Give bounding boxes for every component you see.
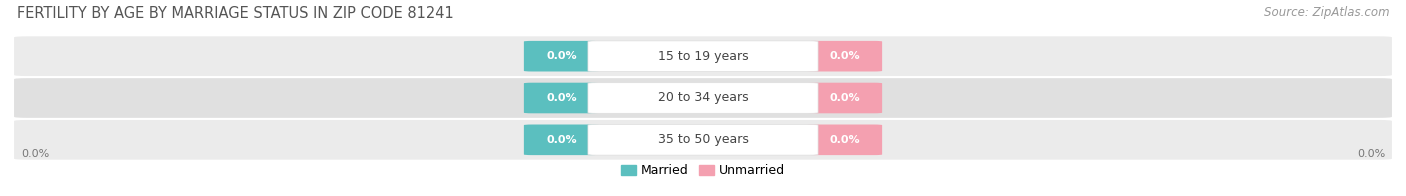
FancyBboxPatch shape [807,83,882,113]
FancyBboxPatch shape [588,83,818,113]
Text: 0.0%: 0.0% [546,135,576,145]
FancyBboxPatch shape [524,83,599,113]
FancyBboxPatch shape [14,36,1392,76]
Text: 35 to 50 years: 35 to 50 years [658,133,748,146]
FancyBboxPatch shape [588,41,818,72]
FancyBboxPatch shape [524,41,599,72]
Text: 20 to 34 years: 20 to 34 years [658,92,748,104]
Text: FERTILITY BY AGE BY MARRIAGE STATUS IN ZIP CODE 81241: FERTILITY BY AGE BY MARRIAGE STATUS IN Z… [17,6,454,21]
FancyBboxPatch shape [807,124,882,155]
Text: 15 to 19 years: 15 to 19 years [658,50,748,63]
Text: 0.0%: 0.0% [546,93,576,103]
FancyBboxPatch shape [807,41,882,72]
FancyBboxPatch shape [14,78,1392,118]
Legend: Married, Unmarried: Married, Unmarried [621,164,785,177]
Text: 0.0%: 0.0% [830,135,860,145]
Text: Source: ZipAtlas.com: Source: ZipAtlas.com [1264,6,1389,19]
FancyBboxPatch shape [524,124,599,155]
FancyBboxPatch shape [588,124,818,155]
FancyBboxPatch shape [14,120,1392,160]
Text: 0.0%: 0.0% [21,149,49,159]
Text: 0.0%: 0.0% [546,51,576,61]
Text: 0.0%: 0.0% [830,93,860,103]
Text: 0.0%: 0.0% [830,51,860,61]
Text: 0.0%: 0.0% [1357,149,1385,159]
